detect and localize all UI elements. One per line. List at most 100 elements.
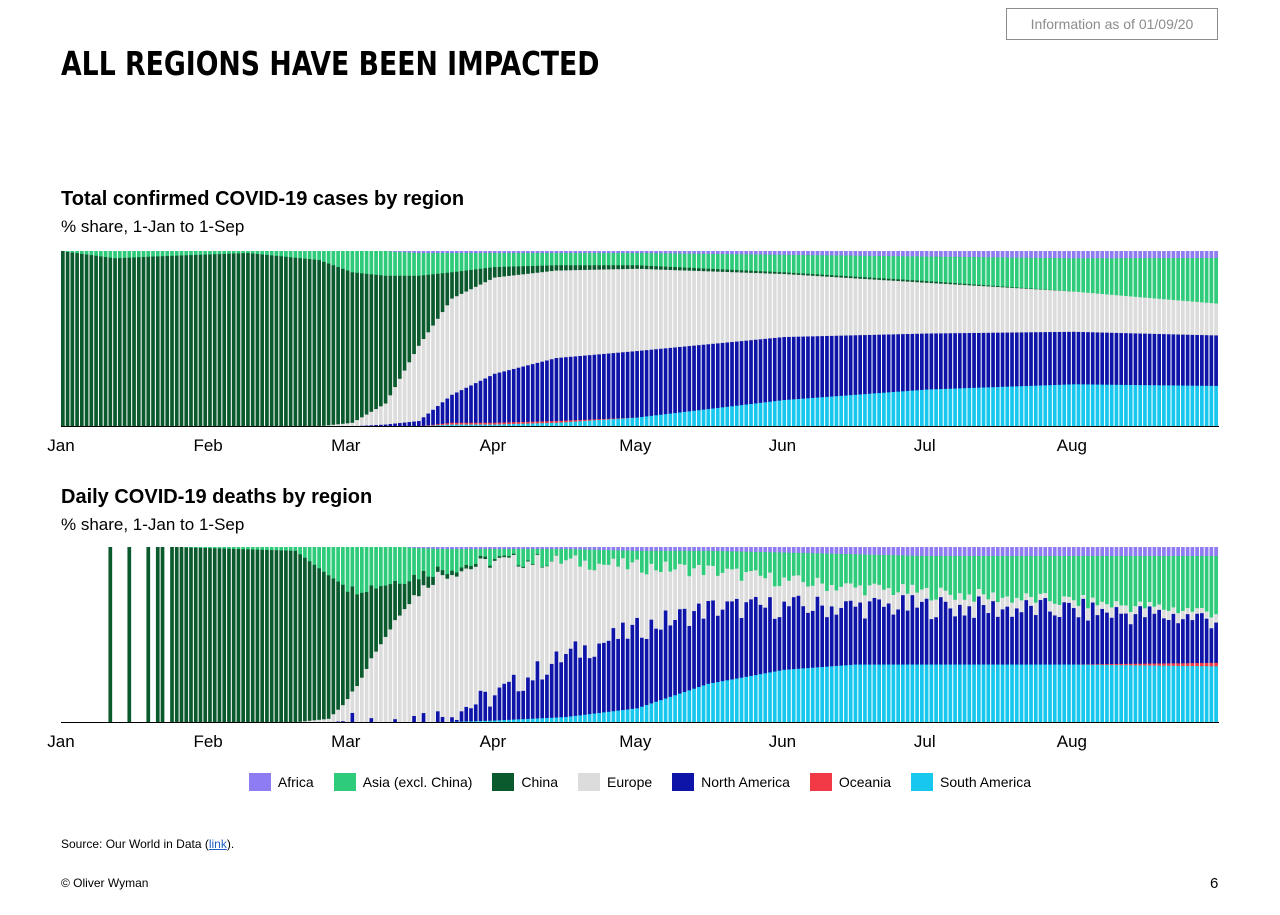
bar-segment-asia-excl-china <box>1067 257 1071 292</box>
bar-segment-china <box>255 549 260 723</box>
bar-segment-china <box>227 253 231 427</box>
bar-segment-africa <box>749 251 753 255</box>
bar-segment-north-america <box>739 340 744 406</box>
bar-segment-south-america <box>829 396 834 427</box>
bar-segment-north-america <box>938 596 943 665</box>
bar-segment-north-america <box>976 332 981 388</box>
bar-segment-africa <box>516 547 521 550</box>
bar-segment-asia-excl-china <box>459 548 464 568</box>
bar-segment-south-america <box>473 720 478 723</box>
bar-segment-north-america <box>1152 613 1157 664</box>
bar-segment-china <box>777 271 782 274</box>
bar-segment-north-america <box>1166 619 1171 664</box>
bar-segment-north-america <box>673 619 677 696</box>
bar-segment-africa <box>891 547 896 556</box>
bar-segment-north-america <box>763 338 768 403</box>
bar-segment-europe <box>549 561 554 664</box>
bar-segment-china <box>84 254 89 427</box>
bar-segment-europe <box>967 285 972 334</box>
bar-segment-china <box>469 565 473 570</box>
bar-segment-china <box>858 276 863 279</box>
bar-segment-europe <box>839 277 844 336</box>
bar-segment-asia-excl-china <box>545 548 549 566</box>
bar-segment-europe <box>844 277 848 336</box>
bar-segment-north-america <box>701 618 706 686</box>
bar-segment-europe <box>820 276 825 337</box>
bar-segment-china <box>924 280 929 283</box>
legend-swatch <box>333 773 356 791</box>
bar-segment-africa <box>1090 547 1095 557</box>
bar-segment-north-america <box>1029 332 1033 386</box>
bar-segment-north-america <box>526 677 530 719</box>
bar-segment-europe <box>630 562 635 625</box>
bar-segment-north-america <box>1200 612 1204 663</box>
bar-segment-north-america <box>734 598 739 679</box>
bar-segment-africa <box>587 547 592 550</box>
bar-segment-north-america <box>1005 606 1010 665</box>
bar-segment-china <box>397 275 402 379</box>
bar-segment-europe <box>791 575 796 598</box>
bar-segment-asia-excl-china <box>279 547 284 551</box>
bar-segment-africa <box>573 547 578 550</box>
bar-segment-south-america <box>549 422 554 427</box>
bar-segment-south-america <box>706 683 711 723</box>
bar-segment-asia-excl-china <box>1124 257 1128 297</box>
bar-segment-africa <box>801 251 806 256</box>
legend-item-oceania: Oceania <box>809 773 891 791</box>
bar-segment-europe <box>957 284 962 334</box>
bar-segment-oceania <box>616 418 620 419</box>
bar-segment-south-america <box>967 664 972 723</box>
bar-segment-europe <box>687 575 692 626</box>
bar-segment-south-america <box>445 424 450 427</box>
bar-segment-europe <box>777 273 782 338</box>
bar-segment-asia-excl-china <box>725 550 730 569</box>
bar-segment-china <box>113 258 117 427</box>
bar-segment-asia-excl-china <box>1119 555 1124 606</box>
bar-segment-europe <box>957 592 962 605</box>
bar-segment-asia-excl-china <box>806 552 810 587</box>
bar-segment-china <box>355 594 359 687</box>
bar-segment-china <box>241 252 246 427</box>
bar-segment-china <box>359 592 364 678</box>
bar-segment-europe <box>1114 600 1119 608</box>
bar-segment-asia-excl-china <box>545 252 549 266</box>
bar-segment-europe <box>407 362 412 423</box>
bar-segment-asia-excl-china <box>882 554 886 590</box>
bar-segment-north-america <box>549 358 554 422</box>
bar-segment-africa <box>1019 547 1024 557</box>
bar-segment-china <box>502 555 507 558</box>
bar-segment-europe <box>630 268 635 352</box>
bar-segment-china <box>231 253 236 427</box>
bar-segment-oceania <box>1095 663 1100 665</box>
bar-segment-oceania <box>1204 662 1209 667</box>
bar-segment-china <box>345 591 350 700</box>
bar-segment-asia-excl-china <box>89 251 94 256</box>
bar-segment-asia-excl-china <box>554 548 559 556</box>
bar-segment-oceania <box>1214 662 1218 667</box>
bar-segment-china <box>331 578 336 715</box>
bar-segment-africa <box>986 251 991 258</box>
bar-segment-asia-excl-china <box>212 547 217 549</box>
bar-segment-north-america <box>535 362 540 422</box>
bar-segment-africa <box>739 547 744 552</box>
bar-segment-asia-excl-china <box>521 252 526 267</box>
bar-segment-asia-excl-china <box>203 547 208 549</box>
bar-segment-north-america <box>848 600 853 665</box>
bar-segment-south-america <box>948 388 953 427</box>
page-number: 6 <box>1210 875 1219 892</box>
bar-segment-south-america <box>464 424 469 427</box>
bar-segment-asia-excl-china <box>640 550 644 573</box>
source-link[interactable]: link <box>208 837 227 851</box>
bar-segment-china <box>407 275 412 363</box>
bar-segment-asia-excl-china <box>402 252 407 276</box>
bar-segment-south-america <box>1157 384 1161 427</box>
bar-segment-europe <box>943 590 948 602</box>
bar-segment-asia-excl-china <box>303 251 307 259</box>
bar-segment-north-america <box>1024 599 1029 665</box>
bar-segment-europe <box>307 720 312 723</box>
bar-segment-europe <box>564 270 568 358</box>
bar-segment-europe <box>991 286 995 333</box>
bar-segment-africa <box>564 547 568 550</box>
bar-segment-asia-excl-china <box>587 549 592 570</box>
bar-segment-south-america <box>1095 664 1100 723</box>
